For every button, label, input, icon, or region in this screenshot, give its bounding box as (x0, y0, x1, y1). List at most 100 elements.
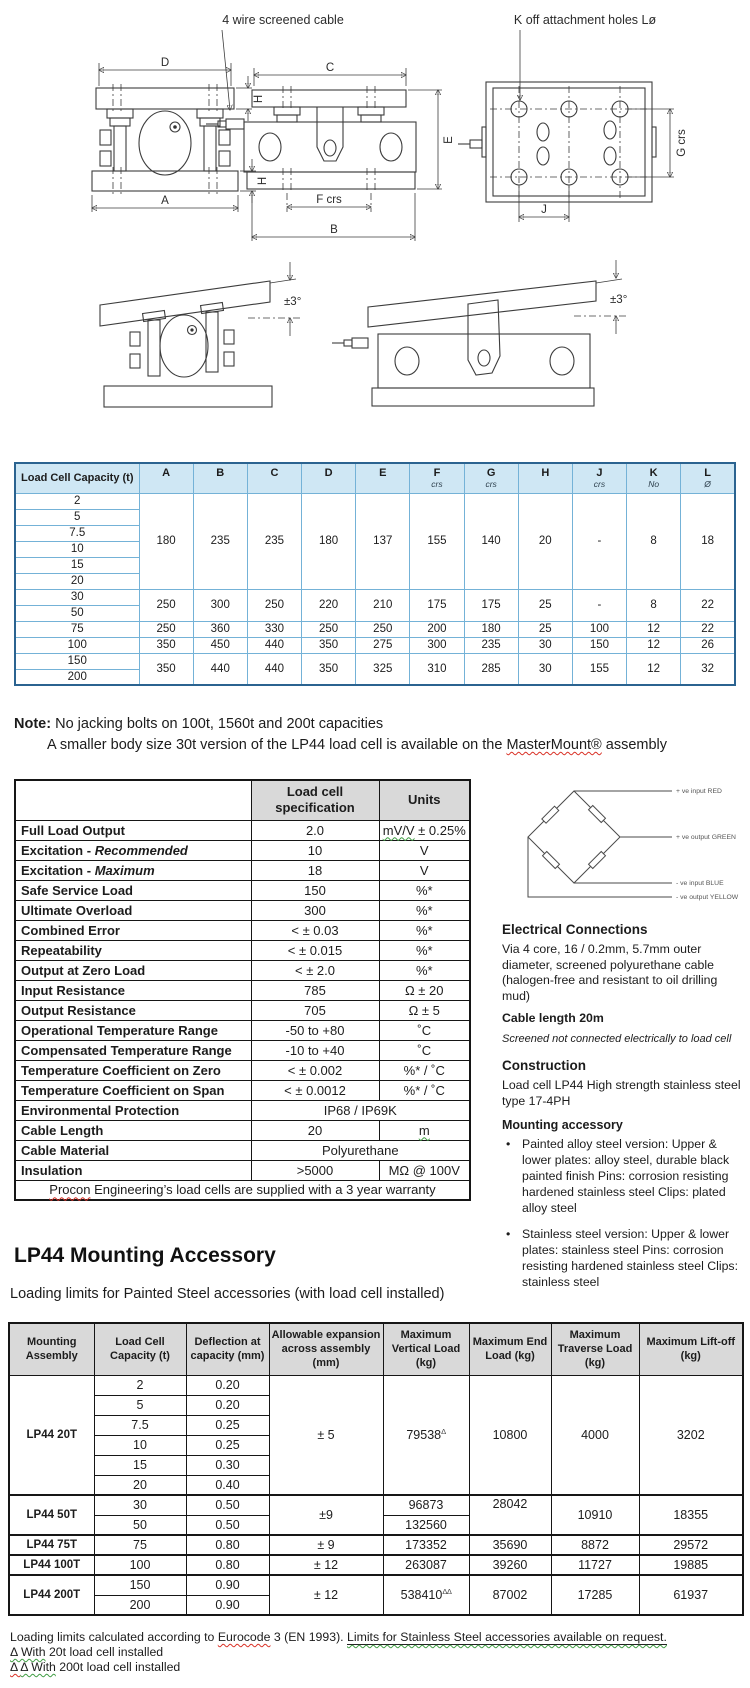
capacity-cell: 2 (14, 492, 140, 510)
table-row: LP44 50T 30 0.50 ±9 96873 28042 10910 18… (8, 1494, 744, 1536)
spec-unit: %* / ˚C (378, 1059, 471, 1081)
note-label: Note: (14, 716, 52, 732)
dim-h-bottom-label: H (257, 177, 269, 185)
spec-unit: ˚C (378, 1019, 471, 1041)
spec-row: Excitation - Recommended 10 V (14, 839, 471, 861)
table-row: 7.5 0.25 (9, 1414, 743, 1436)
end-load-cell: 39260 (468, 1554, 552, 1576)
vertical-load-cell: 538410ΔΔ (382, 1574, 470, 1616)
side-view-drawing: 4 wire screened cable C E F crs (206, 13, 455, 241)
col-header-lift-off: Maximum Lift-off (kg) (638, 1322, 744, 1376)
spec-label: Environmental Protection (14, 1099, 252, 1121)
lift-off-cell: 29572 (638, 1534, 744, 1556)
dim-cell: 25 (517, 588, 573, 622)
dim-j-label: J (541, 204, 547, 216)
deflection-cell: 0.40 (185, 1474, 270, 1496)
dim-row: 75 250 360 330 250 250 200 180 25 100 12… (14, 620, 736, 638)
deflection-cell: 0.50 (185, 1514, 270, 1536)
footnote-delta-200t: Δ Δ With 200t load cell installed (10, 1660, 181, 1674)
dim-cell: 350 (301, 636, 357, 654)
dim-cell: 440 (246, 636, 303, 654)
loading-limits-table: Mounting Assembly Load Cell Capacity (t)… (8, 1322, 744, 1616)
traverse-load-cell: 17285 (550, 1574, 640, 1616)
dim-cell: 360 (192, 620, 248, 638)
table-row: 10 0.25 (9, 1434, 743, 1456)
vertical-load-cell: 96873 (382, 1494, 470, 1516)
spec-row: Safe Service Load 150 %* (14, 879, 471, 901)
deflection-cell: 0.30 (185, 1454, 270, 1476)
dim-col-header-b: B (192, 462, 248, 494)
section-heading: LP44 Mounting Accessory (14, 1244, 276, 1267)
assembly-cell: LP44 75T (8, 1534, 95, 1556)
expansion-cell: ± 9 (268, 1534, 384, 1556)
capacity-cell: 10 (14, 540, 140, 558)
spec-row: Insulation >5000 MΩ @ 100V (14, 1159, 471, 1181)
dim-cell: 250 (301, 620, 357, 638)
traverse-load-cell: 10910 (550, 1494, 640, 1536)
tilt-angle-label-left: ±3° (284, 296, 301, 308)
capacity-cell: 15 (14, 556, 140, 574)
spec-row: Temperature Coefficient on Zero < ± 0.00… (14, 1059, 471, 1081)
dim-cell: 22 (680, 620, 736, 638)
table-row: LP44 75T 75 0.80 ± 9 173352 35690 8872 2… (8, 1534, 744, 1556)
dim-row: 2 180 235 235 180 137 155 140 20 - 8 18 (14, 492, 736, 590)
dim-cell: 180 (138, 492, 194, 590)
spec-value: -10 to +40 (250, 1039, 380, 1061)
bridge-label-neg-input: - ve input BLUE (676, 880, 724, 887)
capacity-cell: 75 (93, 1534, 187, 1556)
spec-label: Output Resistance (14, 999, 252, 1021)
spec-unit: mV/V ± 0.25% (378, 819, 471, 841)
vertical-load-cell: 132560 (382, 1514, 470, 1536)
col-header-traverse-load: Maximum Traverse Load (kg) (550, 1322, 640, 1376)
dim-cell: 137 (355, 492, 411, 590)
lift-off-cell: 19885 (638, 1554, 744, 1576)
capacity-cell: 30 (93, 1494, 187, 1516)
note-text-3: assembly (601, 737, 668, 753)
dim-cell: 235 (192, 492, 248, 590)
dim-cell: 155 (409, 492, 465, 590)
spec-unit: Ω ± 5 (378, 999, 471, 1021)
tilted-side-view-drawing: ±3° (332, 260, 627, 407)
dim-cell: 12 (626, 620, 682, 638)
end-load-cell: 87002 (468, 1574, 552, 1616)
dim-cell: 350 (138, 652, 194, 686)
dim-cell: 180 (301, 492, 357, 590)
dim-cell: 22 (680, 588, 736, 622)
dim-cell: 8 (626, 492, 682, 590)
spec-row: Full Load Output 2.0 mV/V ± 0.25% (14, 819, 471, 841)
dim-cell: 300 (409, 636, 465, 654)
footnote-delta-20t: Δ With 20t load cell installed (10, 1645, 164, 1659)
col-header-deflection: Deflection at capacity (mm) (185, 1322, 270, 1376)
capacity-cell: 50 (14, 604, 140, 622)
expansion-cell: ± 5 (268, 1374, 384, 1496)
capacity-cell: 150 (93, 1574, 187, 1596)
dim-cell: 12 (626, 636, 682, 654)
dim-cell: 310 (409, 652, 465, 686)
dim-cell: 235 (463, 636, 519, 654)
capacity-cell: 50 (93, 1514, 187, 1536)
dim-e-label: E (443, 136, 455, 144)
dim-cell: 155 (571, 652, 628, 686)
dim-c-label: C (326, 62, 334, 74)
top-view-drawing: K off attachment holes Lø G crs J (458, 13, 688, 222)
capacity-cell: 15 (93, 1454, 187, 1476)
technical-drawings: D H H A 4 wire scr (0, 13, 688, 408)
spec-value: < ± 0.0012 (250, 1079, 380, 1101)
mastermount-term: MasterMount® (506, 737, 602, 753)
dim-cell: 25 (517, 620, 573, 638)
deflection-cell: 0.25 (185, 1434, 270, 1456)
dim-cell: 210 (355, 588, 411, 622)
specification-table: Load cell specification Units Full Load … (14, 779, 471, 1201)
dim-cell: 250 (355, 620, 411, 638)
dim-cell: 26 (680, 636, 736, 654)
front-view-drawing: D H H A (92, 57, 269, 212)
expansion-cell: ±9 (268, 1494, 384, 1536)
spec-value: < ± 2.0 (250, 959, 380, 981)
spec-row: Operational Temperature Range -50 to +80… (14, 1019, 471, 1041)
dim-cell: 250 (138, 620, 194, 638)
spec-label: Temperature Coefficient on Zero (14, 1059, 252, 1081)
spec-row: Repeatability < ± 0.015 %* (14, 939, 471, 961)
dim-cell: 30 (517, 636, 573, 654)
